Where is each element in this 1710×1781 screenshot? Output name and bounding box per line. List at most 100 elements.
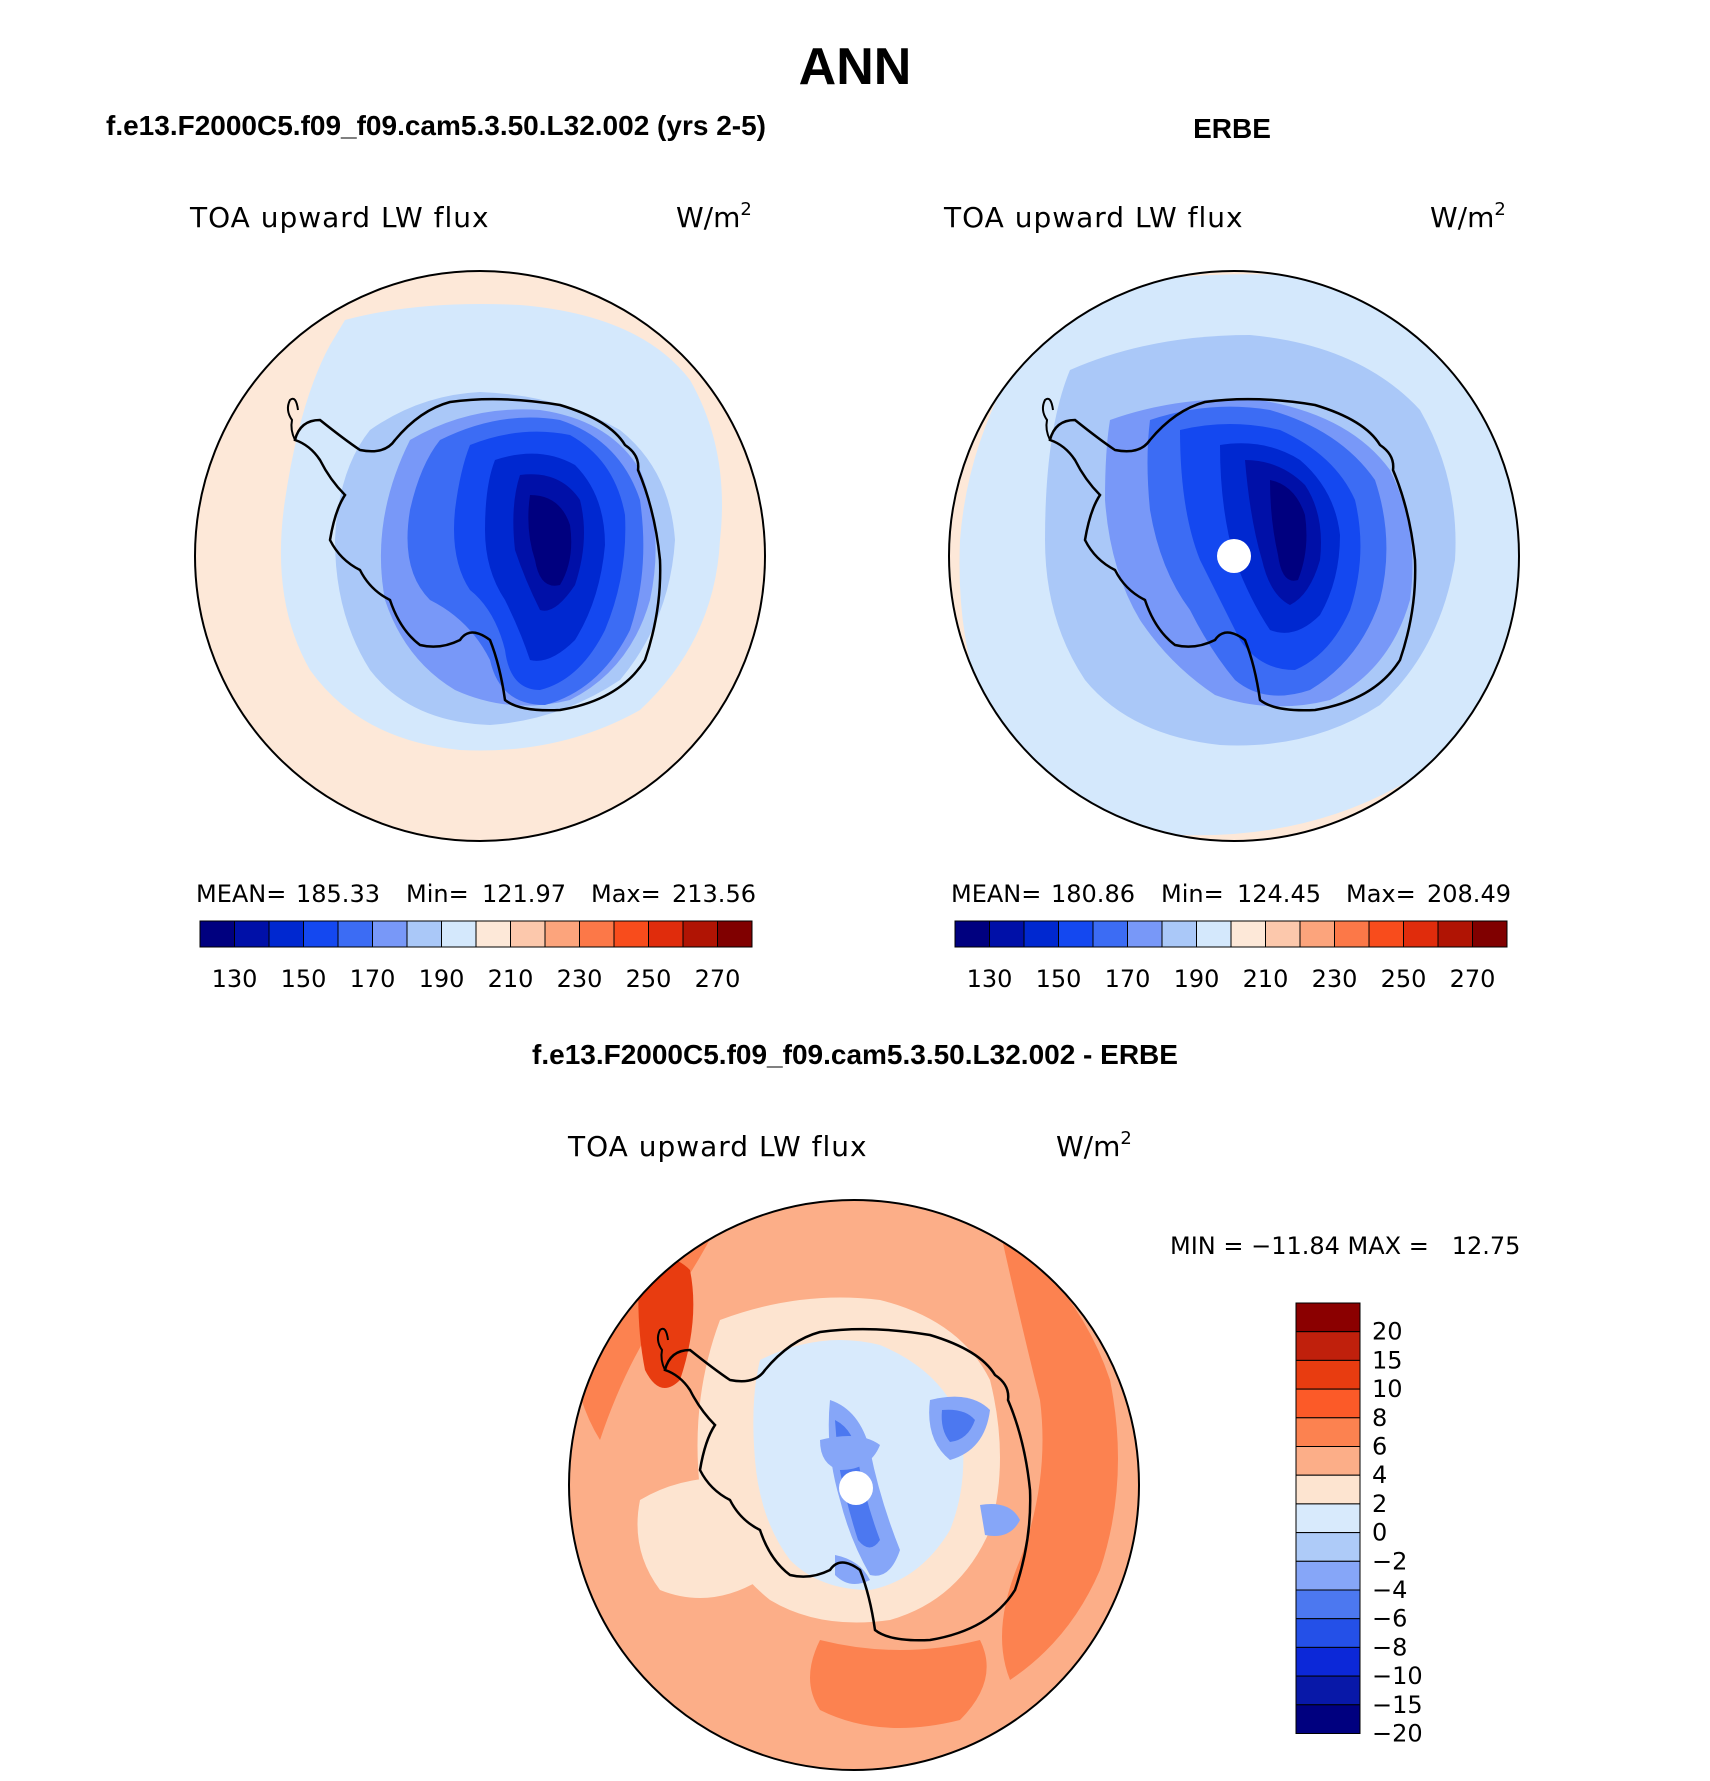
panel1-colorbar-tick-label: 170 bbox=[350, 965, 396, 993]
panel1-variable-label: TOA upward LW flux bbox=[189, 201, 490, 234]
diff-colorbar-swatch bbox=[1295, 1474, 1361, 1505]
panel1-colorbar-tick-label: 130 bbox=[212, 965, 258, 993]
panel2-colorbar-swatch bbox=[989, 920, 1025, 948]
diff-colorbar-tick-label: 10 bbox=[1372, 1375, 1403, 1403]
panel2-colorbar: 130 150 170 190 210 230 250 270 bbox=[954, 920, 1508, 993]
panel1-colorbar-swatch bbox=[544, 920, 580, 948]
panel2-colorbar-tick-label: 230 bbox=[1312, 965, 1358, 993]
panel2-colorbar-swatch bbox=[1230, 920, 1266, 948]
diff-colorbar-tick-label: −10 bbox=[1372, 1662, 1423, 1690]
diff-colorbar-swatch bbox=[1295, 1589, 1361, 1620]
panel1-max-value: 213.56 bbox=[672, 880, 756, 908]
panel2-colorbar-tick-label: 270 bbox=[1450, 965, 1496, 993]
diff-colorbar-tick-label: −15 bbox=[1372, 1691, 1423, 1719]
panel2-colorbar-swatch bbox=[1334, 920, 1370, 948]
panel2-mean-label: MEAN= bbox=[951, 880, 1041, 908]
diff-title: f.e13.F2000C5.f09_f09.cam5.3.50.L32.002 … bbox=[532, 1039, 1178, 1070]
diff-colorbar-tick-label: −2 bbox=[1372, 1547, 1407, 1575]
diff-colorbar-tick-label: 15 bbox=[1372, 1346, 1403, 1374]
panel1-mean-label: MEAN= bbox=[196, 880, 286, 908]
panel1-colorbar: 130 150 170 190 210 230 250 270 bbox=[199, 920, 753, 993]
diff-colorbar-tick-label: −4 bbox=[1372, 1576, 1407, 1604]
figure-title: ANN bbox=[799, 38, 912, 96]
diff-minmax: MIN = −11.84 MAX = 12.75 bbox=[1170, 1232, 1520, 1260]
diff-colorbar-swatch bbox=[1295, 1532, 1361, 1562]
panel2-colorbar-swatch bbox=[1023, 920, 1059, 948]
diff-colorbar-swatch bbox=[1295, 1359, 1361, 1390]
panel1-colorbar-swatch bbox=[717, 920, 753, 948]
panel2-colorbar-swatch bbox=[1368, 920, 1404, 948]
panel2-mean-value: 180.86 bbox=[1051, 880, 1135, 908]
panel1-title: f.e13.F2000C5.f09_f09.cam5.3.50.L32.002 … bbox=[106, 110, 766, 141]
panel2-map-border bbox=[948, 270, 1520, 842]
diff-colorbar-tick-label: 20 bbox=[1372, 1318, 1403, 1346]
panel1-colorbar-swatch bbox=[648, 920, 684, 948]
panel1-min-value: 121.97 bbox=[482, 880, 566, 908]
panel1-colorbar-swatch bbox=[234, 920, 270, 948]
panel1-max-label: Max= bbox=[591, 880, 661, 908]
panel1-colorbar-swatch bbox=[475, 920, 511, 948]
panel1-colorbar-swatch bbox=[510, 920, 546, 948]
panel2-colorbar-swatch bbox=[1403, 920, 1439, 948]
panel2-colorbar-swatch bbox=[954, 920, 990, 948]
panel2-map bbox=[949, 271, 1519, 841]
panel1-colorbar-swatch bbox=[682, 920, 718, 948]
panel1-map bbox=[195, 271, 765, 841]
panel1-colorbar-tick-label: 210 bbox=[488, 965, 534, 993]
panel2-colorbar-tick-label: 210 bbox=[1243, 965, 1289, 993]
panel2-variable-label: TOA upward LW flux bbox=[943, 201, 1244, 234]
diff-map bbox=[569, 1200, 1139, 1770]
panel1-colorbar-swatch bbox=[199, 920, 235, 948]
diff-colorbar-tick-label: 8 bbox=[1372, 1404, 1387, 1432]
diff-colorbar-swatch bbox=[1295, 1388, 1361, 1419]
panel2-colorbar-swatch bbox=[1299, 920, 1335, 948]
panel2-units: W/m2 bbox=[1430, 199, 1506, 234]
diff-colorbar-tick-label: 2 bbox=[1372, 1490, 1387, 1518]
panel1-colorbar-swatch bbox=[372, 920, 408, 948]
diff-units: W/m2 bbox=[1056, 1128, 1132, 1163]
panel1-units: W/m2 bbox=[676, 199, 752, 234]
diff-colorbar-tick-label: 6 bbox=[1372, 1433, 1387, 1461]
panel2-colorbar-swatch bbox=[1127, 920, 1163, 948]
panel1-colorbar-tick-label: 250 bbox=[626, 965, 672, 993]
panel1-colorbar-swatch bbox=[268, 920, 304, 948]
diff-colorbar-swatch bbox=[1295, 1331, 1361, 1361]
panel2-colorbar-tick-label: 170 bbox=[1105, 965, 1151, 993]
diff-colorbar-swatch bbox=[1295, 1446, 1361, 1476]
panel1-colorbar-swatch bbox=[406, 920, 442, 948]
diff-map-border bbox=[568, 1199, 1140, 1771]
panel1-colorbar-swatch bbox=[579, 920, 615, 948]
diff-colorbar-swatch bbox=[1295, 1618, 1361, 1648]
panel2-colorbar-swatch bbox=[1161, 920, 1197, 948]
panel2-colorbar-tick-label: 150 bbox=[1036, 965, 1082, 993]
diff-colorbar-swatch bbox=[1295, 1417, 1361, 1448]
panel1-colorbar-swatch bbox=[441, 920, 477, 948]
panel2-min-value: 124.45 bbox=[1237, 880, 1321, 908]
diff-colorbar-tick-label: −20 bbox=[1372, 1720, 1423, 1748]
diff-colorbar-swatch bbox=[1295, 1302, 1361, 1333]
diff-variable-label: TOA upward LW flux bbox=[567, 1130, 868, 1163]
panel1-colorbar-tick-label: 230 bbox=[557, 965, 603, 993]
panel2-colorbar-tick-label: 250 bbox=[1381, 965, 1427, 993]
panel1-mean-value: 185.33 bbox=[296, 880, 380, 908]
panel1-min-label: Min= bbox=[406, 880, 469, 908]
diff-colorbar-tick-label: −6 bbox=[1372, 1605, 1407, 1633]
panel2-colorbar-swatch bbox=[1196, 920, 1232, 948]
diff-colorbar-swatch bbox=[1295, 1503, 1361, 1534]
diff-colorbar-swatch bbox=[1295, 1646, 1361, 1677]
diff-colorbar-tick-label: 0 bbox=[1372, 1519, 1387, 1547]
panel1-colorbar-tick-label: 190 bbox=[419, 965, 465, 993]
panel2-colorbar-swatch bbox=[1058, 920, 1094, 948]
panel2-colorbar-swatch bbox=[1472, 920, 1508, 948]
panel2-max-value: 208.49 bbox=[1427, 880, 1511, 908]
diff-colorbar-tick-label: 4 bbox=[1372, 1461, 1387, 1489]
panel2-min-label: Min= bbox=[1161, 880, 1224, 908]
panel2-colorbar-swatch bbox=[1092, 920, 1128, 948]
panel2-colorbar-swatch bbox=[1265, 920, 1301, 948]
panel1-colorbar-swatch bbox=[613, 920, 649, 948]
diff-colorbar-tick-label: −8 bbox=[1372, 1633, 1407, 1661]
panel2-title: ERBE bbox=[1193, 113, 1271, 144]
panel1-map-border bbox=[194, 270, 766, 842]
diff-colorbar-swatch bbox=[1295, 1560, 1361, 1591]
